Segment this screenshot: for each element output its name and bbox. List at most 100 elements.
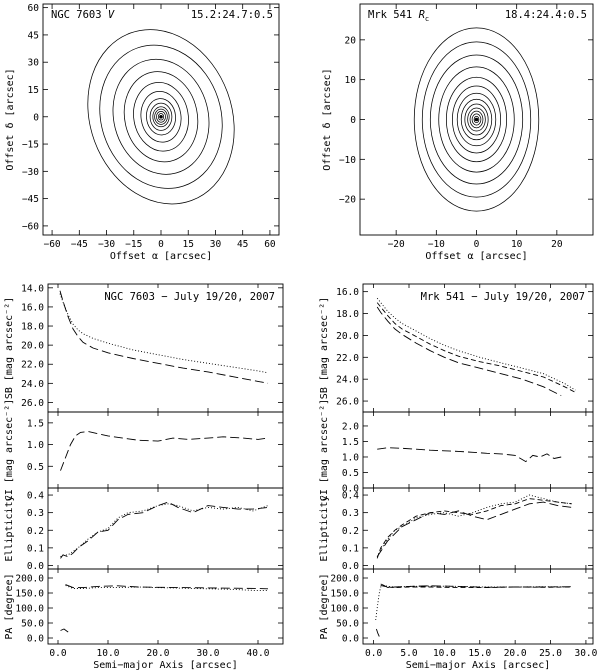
y-tick-label: 16.0 — [336, 287, 359, 298]
x-tick-label: −15 — [125, 239, 142, 250]
y-tick-label: 0.3 — [342, 508, 359, 519]
x-tick-label: 10.0 — [97, 648, 120, 659]
nucleus-marker — [159, 114, 163, 119]
x-tick-label: 0 — [474, 239, 480, 250]
x-axis-label: Offset α [arcsec] — [110, 251, 212, 262]
panel-title: Mrk 541 − July 19/20, 2007 — [421, 291, 585, 303]
profile-series-longdash — [60, 501, 269, 559]
x-tick-label: 15 — [183, 239, 194, 250]
x-tick-label: −20 — [388, 239, 405, 250]
y-tick-label: 0.3 — [27, 508, 44, 519]
y-tick-label: 1.5 — [27, 418, 44, 429]
y-tick-label: −60 — [22, 221, 39, 232]
y-axis-label: PA [degree] — [319, 573, 330, 639]
x-tick-label: 20.0 — [147, 648, 170, 659]
isophote-contour — [149, 102, 173, 131]
y-tick-label: 1.0 — [27, 440, 44, 451]
x-tick-label: −30 — [98, 239, 115, 250]
y-tick-label: 45 — [28, 30, 39, 41]
profile-series-longdash — [60, 628, 71, 636]
x-tick-label: 10 — [511, 239, 523, 250]
isophote-contour — [112, 58, 210, 175]
isophote-contour — [467, 107, 486, 132]
y-axis-label: Offset δ [arcsec] — [5, 68, 16, 170]
x-tick-label: 20.0 — [504, 648, 527, 659]
contour-levels: 15.2:24.7:0.5 — [191, 9, 273, 21]
filter-subscript: c — [425, 15, 429, 23]
profile-panel: 0.5 1.0 1.5 CI [mag arcsec⁻²] — [4, 399, 284, 501]
isophote-contour — [445, 76, 508, 163]
y-tick-label: 0.5 — [342, 468, 359, 479]
isophote-contour — [99, 44, 223, 189]
y-tick-label: 26.0 — [21, 398, 44, 409]
profile-panel: 0.0 50.0 100.0 150.0 200.0PA [degree] — [4, 568, 284, 645]
profile-series-dotted — [376, 494, 572, 557]
x-tick-label: 10.0 — [433, 648, 456, 659]
y-tick-label: 20 — [345, 35, 357, 46]
isophote-contour — [460, 98, 493, 141]
profile-series-dotted — [375, 585, 572, 621]
panel-frame — [362, 568, 594, 645]
isophote-contour — [157, 113, 165, 121]
y-tick-label: 16.0 — [21, 302, 44, 313]
profile-series-dotted — [376, 297, 576, 391]
profile-series-longdash — [380, 583, 572, 589]
y-tick-label: 26.0 — [336, 397, 359, 408]
profile-series-longdash — [376, 501, 572, 557]
nucleus-marker — [474, 117, 479, 122]
y-axis-label: CI [mag arcsec⁻²] — [319, 399, 330, 501]
x-tick-label: 45 — [237, 239, 248, 250]
y-tick-label: 0.5 — [27, 462, 44, 473]
profile-series-longdash — [60, 431, 269, 471]
panel-title: NGC 7603 V — [51, 9, 115, 21]
x-tick-label: 5.0 — [400, 648, 417, 659]
y-tick-label: 22.0 — [336, 353, 359, 364]
y-tick-label: 0.2 — [342, 526, 359, 537]
isophote-contour — [140, 91, 182, 143]
y-tick-label: 0.0 — [342, 484, 359, 495]
profile-panel: 0.0 0.1 0.2 0.3 0.4 Ellipticity — [319, 487, 594, 572]
y-tick-label: 1.5 — [342, 437, 359, 448]
y-tick-label: −10 — [339, 155, 356, 166]
x-tick-label: 30.0 — [197, 648, 220, 659]
profile_mrk-column: 16.0 18.0 20.0 22.0 24.0 26.0 SB [mag arcsec⁻²… — [319, 283, 598, 671]
y-tick-label: 50.0 — [336, 619, 359, 630]
y-tick-label: 150.0 — [15, 589, 44, 600]
y-axis-label: Offset δ [arcsec] — [322, 68, 333, 170]
isophote-contour — [452, 85, 501, 154]
profile-panel: 0.0 0.5 1.0 1.5 2.0 CI [mag arcsec⁻²] — [319, 399, 594, 501]
x-tick-label: 0.0 — [49, 648, 66, 659]
isophote-contour — [471, 113, 482, 126]
x-tick-label: 30 — [210, 239, 222, 250]
y-tick-label: 0.0 — [27, 561, 44, 572]
profile-series-longdash — [59, 290, 269, 384]
y-tick-label: 20.0 — [336, 331, 359, 342]
y-tick-label: 24.0 — [336, 375, 359, 386]
y-tick-label: 150.0 — [330, 589, 359, 600]
y-tick-label: 0.2 — [27, 526, 44, 537]
y-axis-label: SB [mag arcsec⁻²] — [319, 297, 330, 399]
profile-series-dashed — [376, 302, 576, 393]
isophote-contour — [152, 106, 170, 128]
y-tick-label: 0 — [33, 112, 39, 123]
y-axis-label: SB [mag arcsec⁻²] — [4, 297, 15, 399]
y-tick-label: 30 — [28, 58, 40, 69]
isophote-contour — [438, 66, 515, 173]
isophote-contour — [473, 115, 480, 124]
panel-title: NGC 7603 − July 19/20, 2007 — [104, 291, 275, 303]
x-tick-label: 0.0 — [365, 648, 382, 659]
y-tick-label: 20.0 — [21, 341, 44, 352]
contour_ngc-panel: −60 −45 −30 −15 0 15 30 45 60 −60 −45 −30 −15 0 15 30 45… — [5, 3, 280, 262]
x-tick-label: 60 — [264, 239, 276, 250]
y-tick-label: 50.0 — [21, 619, 44, 630]
y-axis-label: Ellipticity — [319, 495, 330, 561]
x-tick-label: 0 — [158, 239, 164, 250]
profile_ngc-column: 14.0 16.0 18.0 20.0 22.0 24.0 26.0 SB [mag arcs… — [4, 283, 284, 671]
isophote-contour — [456, 92, 497, 147]
isophote-contour — [421, 41, 532, 198]
panel-frame — [362, 283, 594, 413]
y-tick-label: 1.0 — [342, 452, 359, 463]
contour_mrk-panel: −20 −10 0 10 20 −20 −10 0 10 20 Offset α [arcsec] O… — [322, 3, 594, 262]
x-axis-label: Semi−major Axis [arcsec] — [93, 660, 238, 671]
y-tick-label: 200.0 — [330, 574, 359, 585]
